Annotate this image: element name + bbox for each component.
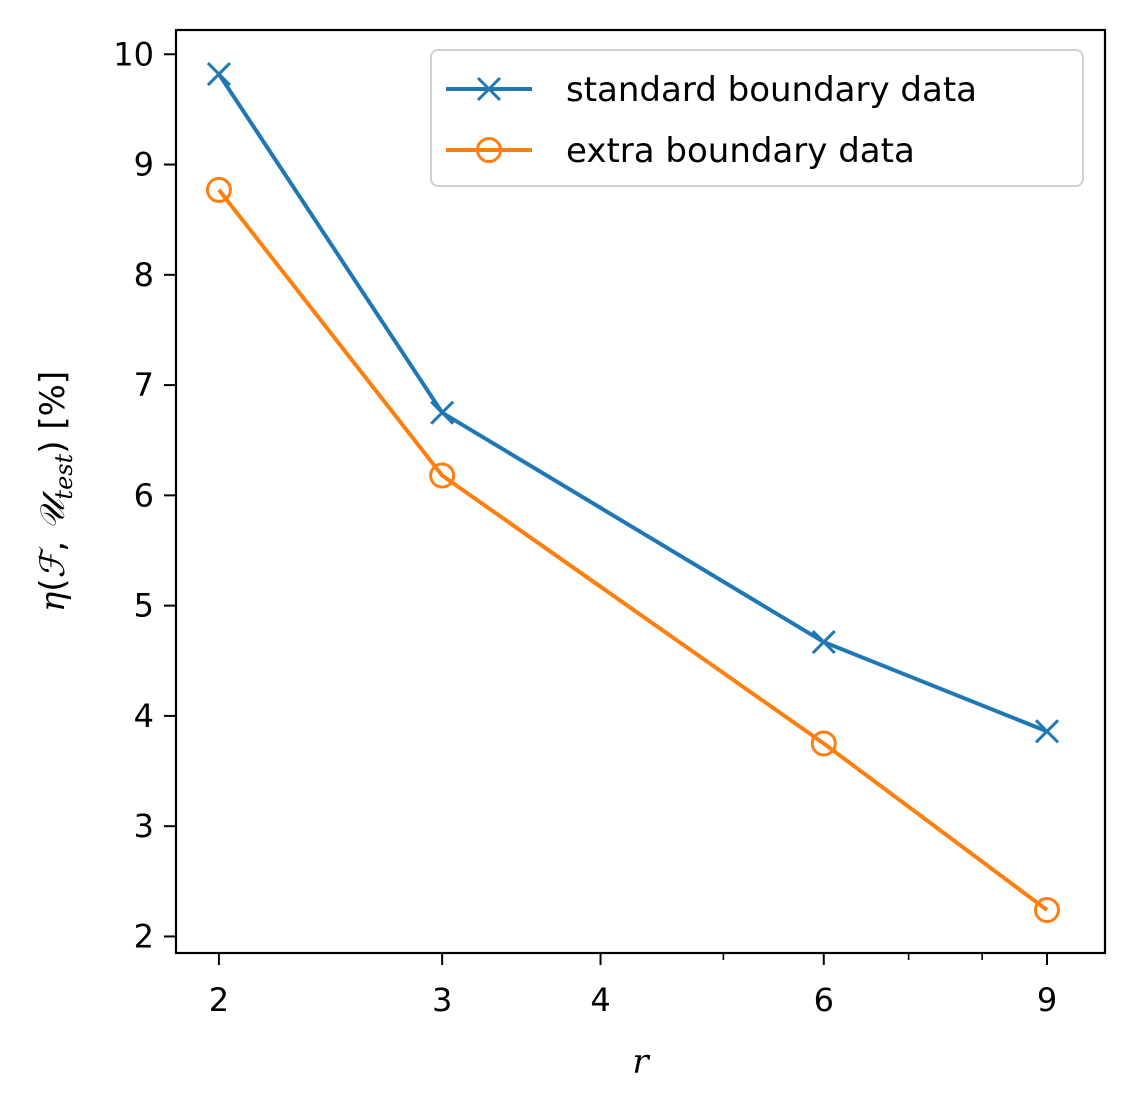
x-axis-label: r: [632, 1042, 650, 1082]
legend: standard boundary data extra boundary dat…: [430, 49, 1084, 187]
series-line: [217, 188, 1049, 912]
y-tick-label: 4: [134, 697, 154, 735]
data-point: [206, 62, 231, 87]
marker-stroke: [1034, 719, 1060, 744]
y-tick-label: 3: [134, 807, 154, 845]
marker-stroke: [811, 629, 836, 655]
legend-entry: extra boundary data: [446, 131, 915, 171]
plot-frame: [174, 28, 1107, 955]
x-tick-label: 3: [432, 981, 452, 1019]
data-point: [430, 400, 455, 425]
y-tick-label: 8: [134, 256, 154, 294]
x-axis: 2 3 4 6 9: [209, 953, 1057, 1019]
x-tick-label: 2: [209, 981, 229, 1019]
data-point: [811, 629, 836, 655]
legend-marker: [476, 76, 502, 102]
legend-marker: [476, 137, 502, 163]
data-point: [1034, 719, 1060, 744]
x-tick-label: 4: [590, 981, 610, 1019]
y-label-unit: [%]: [33, 371, 73, 441]
y-tick-label: 7: [134, 366, 154, 404]
legend-entry: standard boundary data: [446, 70, 977, 110]
series-standard: [206, 62, 1060, 744]
series-line: [217, 73, 1048, 734]
y-label-open: (: [33, 579, 73, 592]
y-tick-label: 6: [134, 476, 154, 514]
x-tick-label: 6: [814, 981, 834, 1019]
legend-label: standard boundary data: [566, 70, 977, 110]
series-layer: [205, 62, 1060, 923]
y-tick-label: 2: [134, 917, 154, 955]
y-label-eta: η: [33, 591, 73, 612]
x-tick-label: 9: [1037, 981, 1057, 1019]
series-extra: [205, 176, 1060, 923]
marker-stroke: [476, 76, 502, 102]
y-tick-label: 5: [134, 587, 154, 625]
data-point: [429, 462, 456, 489]
marker-stroke: [430, 400, 455, 425]
data-point: [205, 176, 232, 203]
data-point: [810, 730, 837, 757]
legend-box: [430, 49, 1084, 187]
y-label-sub: test: [50, 453, 78, 499]
y-label-close: ): [33, 440, 73, 453]
y-axis-label: η(ℱ, 𝒰test) [%]: [33, 371, 78, 612]
legend-label: extra boundary data: [566, 131, 915, 171]
y-label-comma: ,: [33, 530, 73, 552]
marker-stroke: [206, 62, 231, 87]
y-tick-label: 10: [113, 35, 154, 73]
y-axis: 2 3 4 5 6 7 8 9 10: [113, 35, 176, 955]
data-point: [1033, 896, 1060, 923]
y-tick-label: 9: [134, 146, 154, 184]
